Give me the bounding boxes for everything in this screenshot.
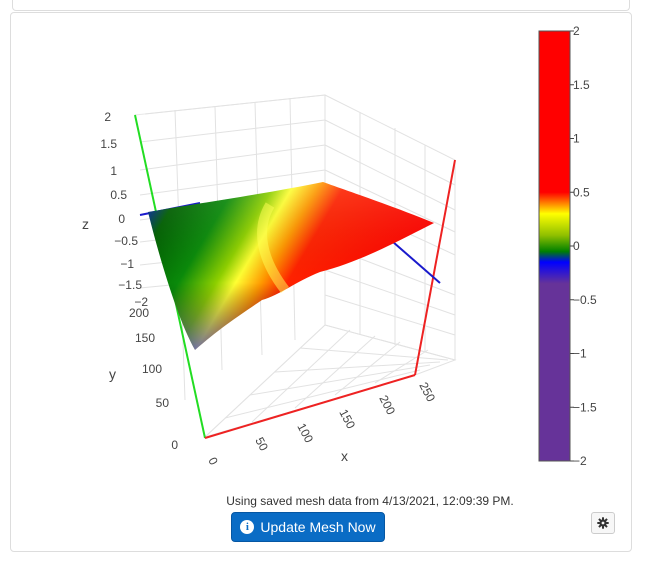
x-tick: 200 [376, 393, 398, 418]
colorbar-tick-label: −1 [573, 347, 587, 361]
colorbar-tick-label: 0.5 [573, 185, 590, 199]
x-axis-line-far [414, 159, 456, 376]
x-axis-line [204, 374, 416, 439]
z-tick: −2 [134, 295, 148, 309]
z-axis-title: z [82, 216, 89, 232]
z-axis-ticks: 2 1.5 1 0.5 0 −0.5 −1 −1.5 −2 [100, 110, 148, 309]
gear-icon [597, 517, 609, 529]
update-mesh-label: Update Mesh Now [260, 519, 376, 535]
x-tick: 100 [294, 421, 316, 446]
x-tick: 50 [252, 435, 271, 454]
info-circle-icon: i [240, 520, 255, 534]
y-axis-ticks: 0 50 100 150 200 [129, 306, 178, 452]
x-axis-title: x [341, 448, 348, 464]
colorbar-tick-label: 1.5 [573, 78, 590, 92]
z-tick: 0 [118, 212, 125, 226]
colorbar-tick-label: −2 [573, 454, 587, 468]
colorbar: 2 1.5 1 0.5 0 −0.5 −1 −1.5 −2 [538, 24, 597, 468]
colorbar-tick-label: 2 [573, 24, 580, 38]
z-tick: 1 [110, 164, 117, 178]
z-tick: 0.5 [110, 188, 127, 202]
x-tick: 150 [336, 407, 358, 432]
z-tick: 1.5 [100, 137, 117, 151]
y-tick: 0 [171, 438, 178, 452]
settings-button[interactable] [591, 512, 615, 534]
colorbar-tick-label: 1 [573, 132, 580, 146]
colorbar-ticks: 2 1.5 1 0.5 0 −0.5 −1 −1.5 −2 [570, 24, 597, 468]
mesh-status-text: Using saved mesh data from 4/13/2021, 12… [226, 494, 514, 508]
z-tick: −0.5 [114, 234, 138, 248]
y-axis-title: y [109, 366, 116, 382]
x-tick: 250 [416, 380, 438, 405]
z-tick: −1 [120, 257, 134, 271]
z-tick: 2 [104, 110, 111, 124]
previous-panel-edge [12, 0, 630, 11]
mesh-panel [10, 12, 632, 552]
y-tick: 100 [142, 362, 162, 376]
y-tick: 50 [156, 396, 170, 410]
update-mesh-button[interactable]: i Update Mesh Now [231, 512, 385, 542]
x-tick: 0 [205, 455, 221, 468]
z-tick: −1.5 [118, 278, 142, 292]
colorbar-bar [538, 30, 571, 462]
y-tick: 150 [135, 331, 155, 345]
colorbar-tick-label: −0.5 [573, 293, 597, 307]
mesh-surface [148, 182, 434, 350]
x-axis-ticks: 0 50 100 150 200 250 [205, 380, 438, 468]
colorbar-tick-label: −1.5 [573, 400, 597, 414]
y-tick: 200 [129, 306, 149, 320]
colorbar-tick-label: 0 [573, 239, 580, 253]
